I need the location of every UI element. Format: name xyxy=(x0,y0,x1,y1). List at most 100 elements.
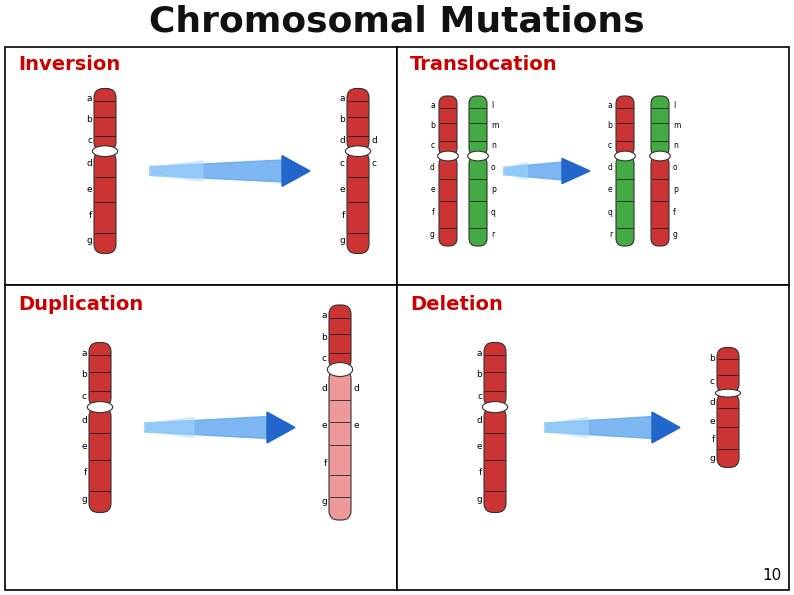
Text: e: e xyxy=(709,416,715,425)
Text: f: f xyxy=(432,208,435,217)
FancyBboxPatch shape xyxy=(329,369,351,520)
Text: q: q xyxy=(607,208,612,217)
Text: d: d xyxy=(709,398,715,407)
Ellipse shape xyxy=(327,362,353,377)
FancyBboxPatch shape xyxy=(469,96,487,156)
Text: g: g xyxy=(81,495,87,504)
Text: d: d xyxy=(371,136,376,145)
Text: e: e xyxy=(322,421,327,430)
Text: b: b xyxy=(87,115,92,124)
Text: e: e xyxy=(430,185,435,194)
Text: Duplication: Duplication xyxy=(18,295,143,314)
Text: Translocation: Translocation xyxy=(410,55,557,74)
Polygon shape xyxy=(145,418,194,437)
Polygon shape xyxy=(545,418,588,437)
Text: q: q xyxy=(491,208,496,217)
Text: c: c xyxy=(340,159,345,168)
Text: b: b xyxy=(709,355,715,364)
Text: g: g xyxy=(673,230,678,239)
Text: d: d xyxy=(81,416,87,425)
Text: c: c xyxy=(710,377,715,386)
Text: n: n xyxy=(491,142,496,151)
Text: l: l xyxy=(673,102,675,111)
Text: f: f xyxy=(711,435,715,444)
Text: r: r xyxy=(491,230,494,239)
Text: g: g xyxy=(87,236,92,245)
FancyBboxPatch shape xyxy=(651,96,669,156)
Text: e: e xyxy=(607,185,612,194)
Text: c: c xyxy=(431,142,435,151)
Text: b: b xyxy=(430,121,435,130)
Text: g: g xyxy=(430,230,435,239)
Text: g: g xyxy=(709,454,715,463)
Text: n: n xyxy=(673,142,678,151)
Text: b: b xyxy=(322,333,327,342)
Text: d: d xyxy=(476,416,482,425)
Text: a: a xyxy=(430,102,435,111)
Ellipse shape xyxy=(92,146,118,156)
Bar xyxy=(5,285,397,590)
Text: p: p xyxy=(491,185,496,194)
Ellipse shape xyxy=(468,151,488,161)
Text: a: a xyxy=(322,311,327,320)
FancyBboxPatch shape xyxy=(717,347,739,393)
Text: e: e xyxy=(476,442,482,451)
FancyBboxPatch shape xyxy=(616,96,634,156)
FancyBboxPatch shape xyxy=(94,151,116,253)
Text: d: d xyxy=(353,384,359,393)
Text: m: m xyxy=(491,121,499,130)
Text: f: f xyxy=(83,468,87,477)
Text: c: c xyxy=(87,136,92,145)
Ellipse shape xyxy=(715,389,741,397)
Text: d: d xyxy=(339,136,345,145)
Ellipse shape xyxy=(615,151,635,161)
Text: a: a xyxy=(340,95,345,104)
Text: d: d xyxy=(87,159,92,168)
Ellipse shape xyxy=(482,402,507,412)
Text: o: o xyxy=(673,163,677,172)
Text: g: g xyxy=(339,236,345,245)
Text: p: p xyxy=(673,185,678,194)
Text: Chromosomal Mutations: Chromosomal Mutations xyxy=(149,4,645,38)
Text: b: b xyxy=(339,115,345,124)
FancyBboxPatch shape xyxy=(89,343,111,407)
Text: g: g xyxy=(476,495,482,504)
FancyBboxPatch shape xyxy=(329,305,351,369)
Ellipse shape xyxy=(437,151,458,161)
Text: o: o xyxy=(491,163,495,172)
Text: l: l xyxy=(491,102,493,111)
Text: c: c xyxy=(608,142,612,151)
FancyBboxPatch shape xyxy=(439,156,457,246)
Text: e: e xyxy=(353,421,359,430)
Text: b: b xyxy=(81,370,87,379)
Text: c: c xyxy=(82,392,87,401)
Text: e: e xyxy=(87,185,92,194)
FancyBboxPatch shape xyxy=(717,393,739,468)
Text: r: r xyxy=(609,230,612,239)
Text: f: f xyxy=(89,211,92,220)
Text: d: d xyxy=(322,384,327,393)
Text: b: b xyxy=(476,370,482,379)
Text: Inversion: Inversion xyxy=(18,55,120,74)
Text: a: a xyxy=(87,95,92,104)
FancyBboxPatch shape xyxy=(347,89,369,151)
Text: g: g xyxy=(322,497,327,506)
Text: a: a xyxy=(82,349,87,358)
Bar xyxy=(397,47,789,285)
Polygon shape xyxy=(267,412,295,443)
Text: m: m xyxy=(673,121,680,130)
Polygon shape xyxy=(145,416,267,439)
FancyBboxPatch shape xyxy=(439,96,457,156)
Text: a: a xyxy=(476,349,482,358)
FancyBboxPatch shape xyxy=(347,151,369,253)
Ellipse shape xyxy=(345,146,371,156)
Text: c: c xyxy=(477,392,482,401)
Text: f: f xyxy=(324,459,327,468)
Text: d: d xyxy=(607,163,612,172)
Text: b: b xyxy=(607,121,612,130)
FancyBboxPatch shape xyxy=(89,407,111,512)
Polygon shape xyxy=(545,416,652,439)
Text: Deletion: Deletion xyxy=(410,295,503,314)
FancyBboxPatch shape xyxy=(94,89,116,151)
Polygon shape xyxy=(150,160,282,182)
